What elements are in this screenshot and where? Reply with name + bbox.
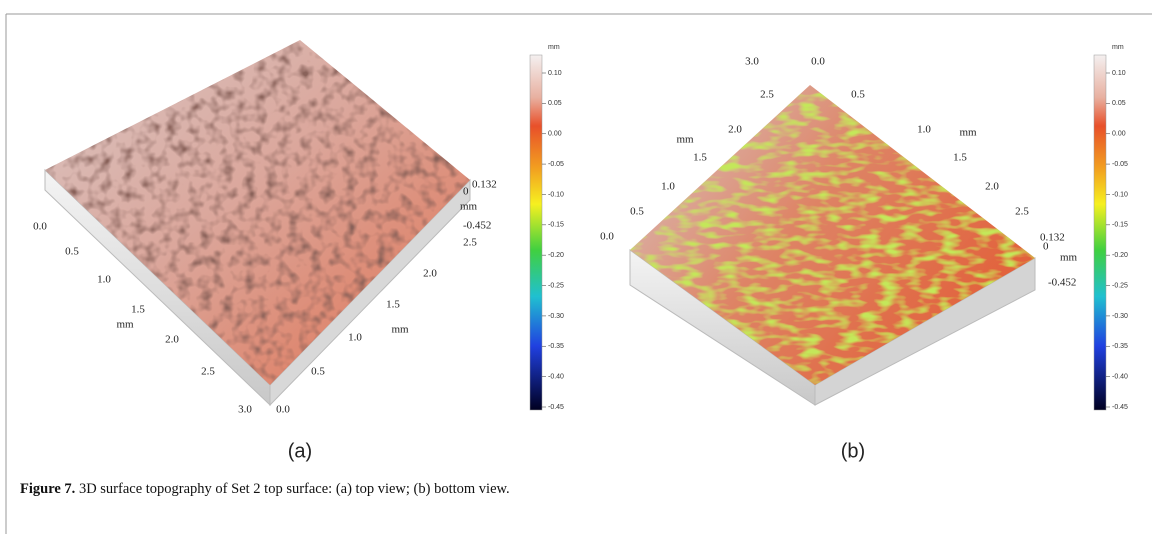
- axis-tick-label: 0.0: [600, 231, 614, 243]
- caption-text: 3D surface topography of Set 2 top surfa…: [78, 481, 510, 497]
- colorbar-tick-label: 0.05: [548, 100, 562, 107]
- axis-label: mm: [391, 324, 409, 336]
- colorbar-unit: mm: [1112, 44, 1124, 51]
- axis-tick-label: 2.0: [423, 268, 437, 280]
- colorbar-tick-label: -0.25: [1112, 282, 1128, 289]
- axis-tick-label: 1.5: [131, 304, 145, 316]
- axis-tick-label: 1.0: [348, 332, 362, 344]
- axis-label: mm: [116, 319, 134, 331]
- panel-label: (b): [841, 440, 865, 462]
- colorbar-tick-label: 0.00: [1112, 131, 1126, 138]
- axis-tick-label: 0.5: [311, 366, 325, 378]
- colorbar-unit: mm: [548, 44, 560, 51]
- colorbar-tick-label: -0.45: [1112, 404, 1128, 411]
- colorbar-tick-label: -0.45: [548, 404, 564, 411]
- colorbar: [529, 54, 543, 411]
- surface-b: [629, 85, 1036, 406]
- z-tick-label: 0.132: [1040, 232, 1065, 244]
- colorbar-tick-label: -0.35: [1112, 343, 1128, 350]
- colorbar-tick-label: -0.05: [1112, 161, 1128, 168]
- z-axis-label: mm: [460, 201, 478, 213]
- colorbar-tick-label: -0.10: [548, 191, 564, 198]
- axis-tick-label: 2.0: [985, 181, 999, 193]
- axis-tick-label: 1.5: [953, 152, 967, 164]
- axis-tick-label: 0.0: [276, 404, 290, 416]
- colorbar-tick-label: -0.40: [1112, 373, 1128, 380]
- colorbar-tick-label: -0.40: [548, 373, 564, 380]
- colorbar-tick-label: -0.25: [548, 282, 564, 289]
- axis-tick-label: 1.0: [97, 274, 111, 286]
- axis-tick-label: 1.0: [917, 124, 931, 136]
- axis-label: mm: [959, 127, 977, 139]
- colorbar-tick-label: -0.20: [1112, 252, 1128, 259]
- colorbar-tick-label: -0.20: [548, 252, 564, 259]
- colorbar-tick-label: -0.35: [548, 343, 564, 350]
- axis-tick-label: 2.5: [201, 366, 215, 378]
- axis-tick-label: 2.0: [165, 334, 179, 346]
- colorbar-tick-label: -0.10: [1112, 191, 1128, 198]
- z-tick-label: 0: [1043, 241, 1049, 253]
- colorbar-tick-label: -0.15: [1112, 222, 1128, 229]
- colorbar-tick-label: 0.00: [548, 131, 562, 138]
- colorbar-tick-label: -0.30: [548, 313, 564, 320]
- colorbar-tick-label: 0.10: [1112, 70, 1126, 77]
- axis-tick-label: 2.0: [728, 124, 742, 136]
- colorbar-tick-label: -0.15: [548, 222, 564, 229]
- caption-number: Figure 7.: [20, 481, 76, 497]
- axis-tick-label: 2.5: [1015, 206, 1029, 218]
- axis-tick-label: 0.0: [33, 221, 47, 233]
- axis-tick-label: 3.0: [238, 404, 252, 416]
- axis-tick-label: 2.5: [760, 89, 774, 101]
- z-tick-label: -0.452: [463, 220, 491, 232]
- panel-label: (a): [288, 440, 312, 462]
- axis-tick-label: 0.5: [630, 206, 644, 218]
- colorbar-tick-label: -0.30: [1112, 313, 1128, 320]
- colorbar-tick-label: -0.05: [548, 161, 564, 168]
- caption: Figure 7. 3D surface topography of Set 2…: [20, 481, 510, 498]
- axis-tick-label: 3.0: [745, 56, 759, 68]
- axis-tick-label: 1.0: [661, 181, 675, 193]
- axis-tick-label: 1.5: [693, 152, 707, 164]
- z-tick-label: -0.452: [1048, 277, 1076, 289]
- colorbar-tick-label: 0.10: [548, 70, 562, 77]
- colorbar: [1093, 54, 1107, 411]
- axis-tick-label: 0.5: [65, 246, 79, 258]
- colorbar-tick-label: 0.05: [1112, 100, 1126, 107]
- axis-tick-label: 0.0: [811, 56, 825, 68]
- z-tick-label: 0.132: [472, 179, 497, 191]
- z-axis-label: mm: [1060, 252, 1078, 264]
- axis-label: mm: [676, 134, 694, 146]
- axis-tick-label: 1.5: [386, 299, 400, 311]
- axis-tick-label: 0.5: [851, 89, 865, 101]
- surface-a: [44, 40, 471, 407]
- z-tick-label: 0: [463, 186, 469, 198]
- axis-tick-label: 2.5: [463, 237, 477, 249]
